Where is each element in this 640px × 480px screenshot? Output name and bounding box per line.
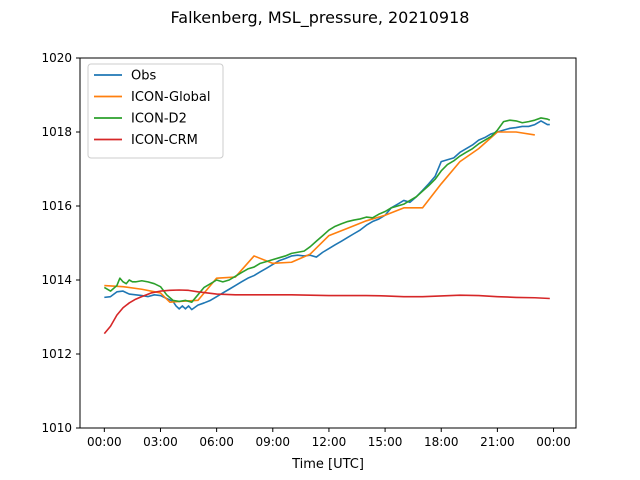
x-tick-label: 21:00	[480, 435, 515, 449]
series-line-icon-crm	[103, 289, 550, 335]
legend-label: ICON-D2	[131, 112, 187, 127]
x-tick-label: 00:00	[87, 435, 122, 449]
y-tick-label: 1012	[41, 347, 72, 361]
x-tick-label: 06:00	[199, 435, 234, 449]
x-axis: 00:00 03:00 06:00 09:00 12:00 15:00 18:00 21:00…	[87, 428, 571, 449]
legend-label: ICON-CRM	[131, 133, 198, 148]
x-tick-label: 15:00	[368, 435, 403, 449]
series-line-icon-global	[104, 131, 535, 303]
y-tick-label: 1020	[41, 51, 72, 65]
y-tick-label: 1014	[41, 273, 72, 287]
y-tick-label: 1010	[41, 421, 72, 435]
legend-box	[87, 63, 224, 159]
legend: Obs ICON-Global ICON-D2 ICON-CRM	[87, 63, 224, 159]
y-axis: 1010 1012 1014 1016 1018 1020	[41, 51, 80, 435]
legend-label: ICON-Global	[131, 90, 211, 105]
chart-title: Falkenberg, MSL_pressure, 20210918	[171, 8, 470, 28]
legend-label: Obs	[131, 69, 156, 84]
plot-lines	[103, 117, 551, 335]
x-tick-label: 03:00	[143, 435, 178, 449]
x-tick-label: 09:00	[255, 435, 290, 449]
x-tick-label: 18:00	[424, 435, 459, 449]
x-tick-label: 00:00	[536, 435, 571, 449]
x-axis-label: Time [UTC]	[291, 457, 364, 472]
plot-frame	[79, 57, 577, 429]
y-tick-label: 1016	[41, 199, 72, 213]
x-tick-label: 12:00	[312, 435, 347, 449]
series-line-obs	[104, 120, 550, 311]
y-tick-label: 1018	[41, 125, 72, 139]
